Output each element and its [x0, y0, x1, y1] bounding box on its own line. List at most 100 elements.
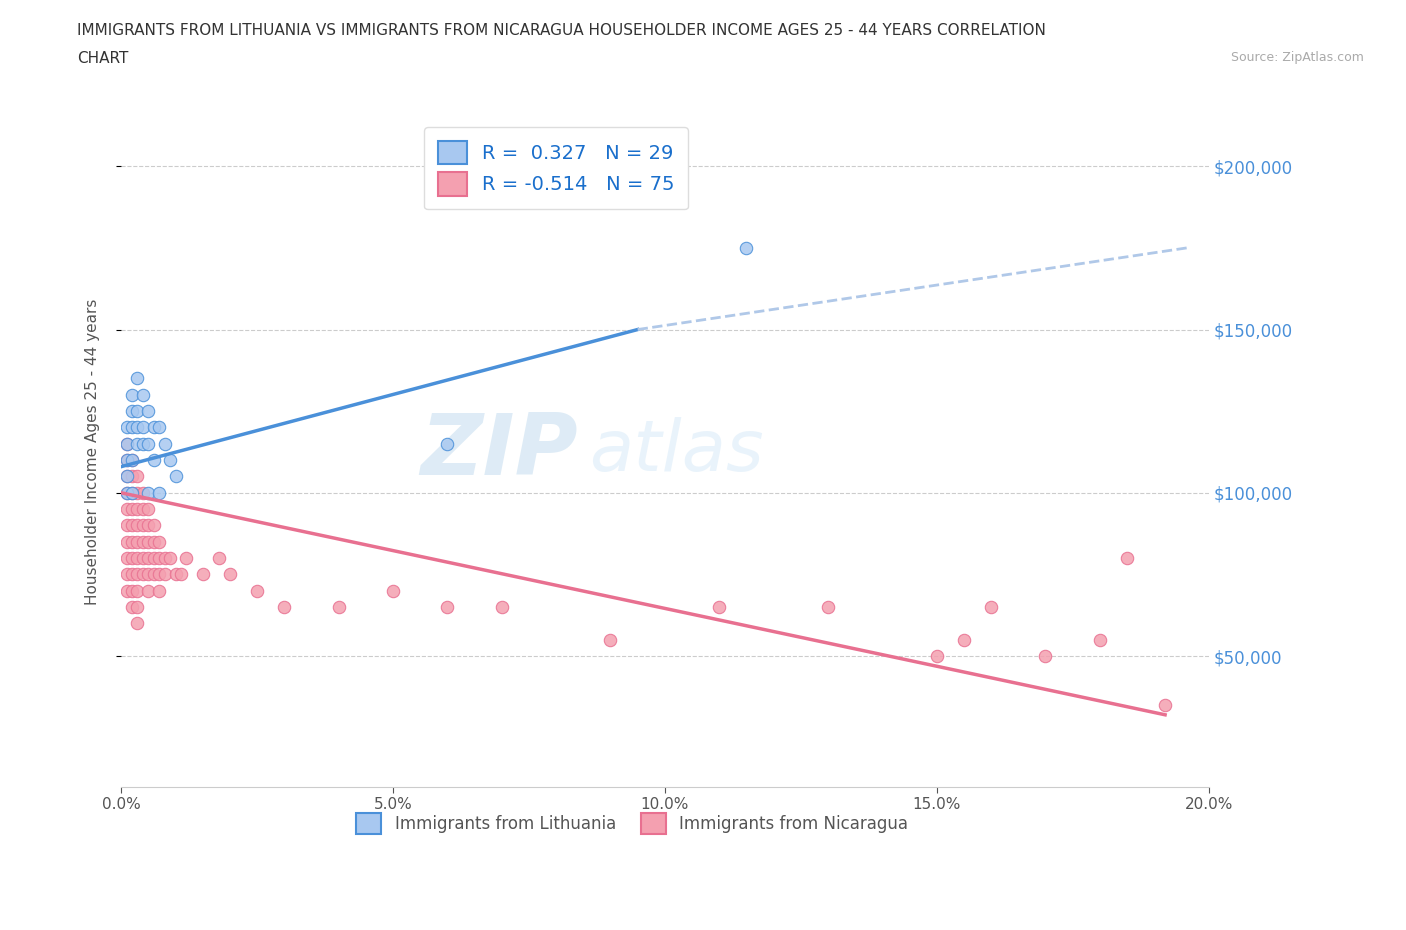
Point: [436, 600, 458, 615]
Point: [1088, 632, 1111, 647]
Point: [136, 485, 159, 500]
Point: [121, 404, 143, 418]
Text: IMMIGRANTS FROM LITHUANIA VS IMMIGRANTS FROM NICARAGUA HOUSEHOLDER INCOME AGES 2: IMMIGRANTS FROM LITHUANIA VS IMMIGRANTS …: [77, 23, 1046, 38]
Text: Source: ZipAtlas.com: Source: ZipAtlas.com: [1230, 51, 1364, 64]
Point: [115, 535, 138, 550]
Point: [136, 567, 159, 582]
Point: [115, 485, 138, 500]
Point: [115, 501, 138, 516]
Point: [121, 388, 143, 403]
Point: [121, 551, 143, 565]
Point: [127, 501, 149, 516]
Point: [153, 567, 176, 582]
Point: [121, 583, 143, 598]
Point: [115, 420, 138, 435]
Point: [115, 436, 138, 451]
Point: [148, 567, 170, 582]
Point: [127, 404, 149, 418]
Point: [208, 551, 231, 565]
Point: [127, 600, 149, 615]
Point: [132, 567, 155, 582]
Point: [246, 583, 269, 598]
Point: [115, 567, 138, 582]
Point: [1116, 551, 1139, 565]
Point: [953, 632, 976, 647]
Point: [115, 469, 138, 484]
Point: [328, 600, 350, 615]
Point: [115, 583, 138, 598]
Point: [132, 485, 155, 500]
Point: [121, 600, 143, 615]
Point: [148, 551, 170, 565]
Text: atlas: atlas: [589, 418, 763, 486]
Point: [127, 518, 149, 533]
Point: [491, 600, 513, 615]
Point: [132, 388, 155, 403]
Point: [136, 404, 159, 418]
Point: [132, 501, 155, 516]
Point: [136, 501, 159, 516]
Point: [127, 485, 149, 500]
Point: [273, 600, 295, 615]
Y-axis label: Householder Income Ages 25 - 44 years: Householder Income Ages 25 - 44 years: [86, 299, 100, 605]
Point: [121, 485, 143, 500]
Point: [436, 436, 458, 451]
Point: [127, 535, 149, 550]
Point: [127, 567, 149, 582]
Point: [121, 469, 143, 484]
Point: [115, 551, 138, 565]
Point: [176, 551, 198, 565]
Point: [142, 551, 165, 565]
Point: [115, 453, 138, 468]
Point: [709, 600, 731, 615]
Point: [115, 453, 138, 468]
Point: [121, 485, 143, 500]
Point: [980, 600, 1002, 615]
Point: [115, 436, 138, 451]
Point: [142, 535, 165, 550]
Point: [165, 469, 187, 484]
Point: [121, 535, 143, 550]
Point: [817, 600, 839, 615]
Point: [148, 485, 170, 500]
Point: [127, 551, 149, 565]
Point: [382, 583, 405, 598]
Point: [159, 453, 181, 468]
Point: [218, 567, 240, 582]
Point: [115, 485, 138, 500]
Point: [127, 469, 149, 484]
Point: [148, 583, 170, 598]
Point: [153, 551, 176, 565]
Point: [121, 501, 143, 516]
Point: [127, 371, 149, 386]
Point: [136, 535, 159, 550]
Point: [159, 551, 181, 565]
Point: [121, 567, 143, 582]
Point: [1154, 698, 1177, 712]
Point: [127, 616, 149, 631]
Point: [142, 518, 165, 533]
Point: [136, 551, 159, 565]
Point: [127, 583, 149, 598]
Text: CHART: CHART: [77, 51, 129, 66]
Legend: Immigrants from Lithuania, Immigrants from Nicaragua: Immigrants from Lithuania, Immigrants fr…: [344, 802, 920, 845]
Point: [148, 420, 170, 435]
Point: [115, 469, 138, 484]
Point: [121, 420, 143, 435]
Point: [132, 420, 155, 435]
Point: [153, 436, 176, 451]
Point: [115, 518, 138, 533]
Point: [170, 567, 193, 582]
Point: [127, 420, 149, 435]
Point: [599, 632, 621, 647]
Point: [121, 518, 143, 533]
Point: [735, 241, 758, 256]
Point: [142, 453, 165, 468]
Point: [136, 583, 159, 598]
Point: [132, 551, 155, 565]
Point: [142, 567, 165, 582]
Point: [191, 567, 214, 582]
Point: [142, 420, 165, 435]
Point: [148, 535, 170, 550]
Point: [121, 453, 143, 468]
